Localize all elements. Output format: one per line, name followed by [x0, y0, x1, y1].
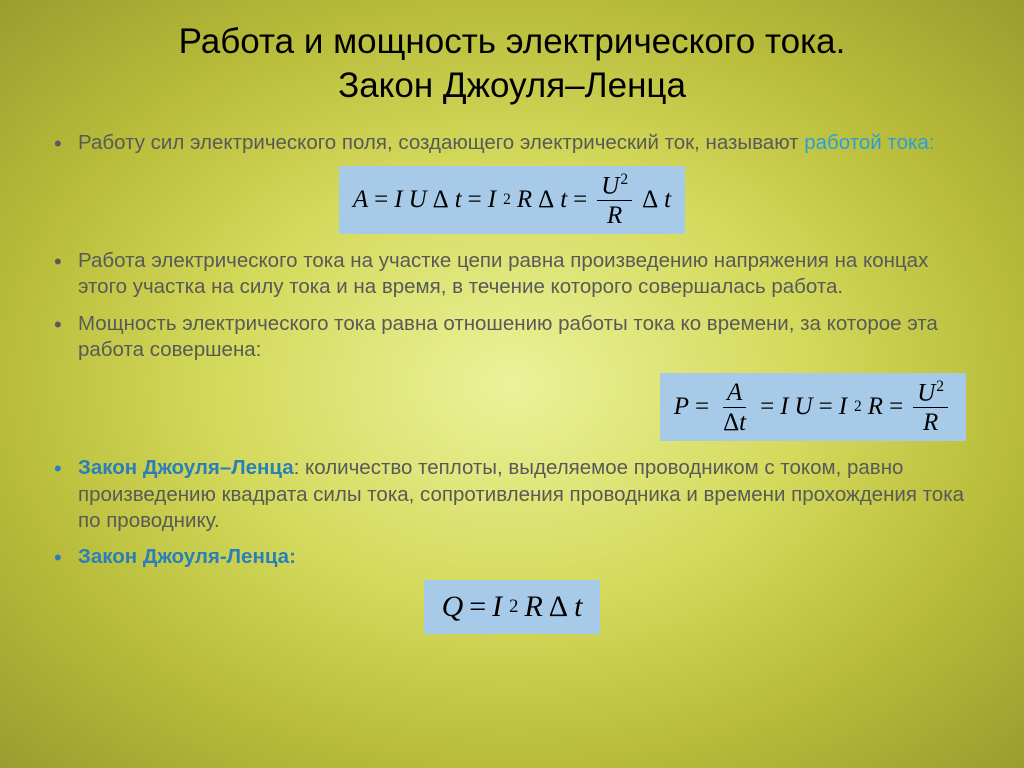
sym-R: R — [603, 201, 626, 228]
sym-U: U — [917, 379, 935, 406]
sym-delta: Δ — [642, 186, 658, 214]
sym-A: A — [723, 380, 746, 408]
sym-delta: Δ — [433, 186, 449, 214]
sym-delta: Δ — [723, 409, 739, 436]
bullet-list: Работу сил электрического поля, создающе… — [48, 130, 976, 635]
sym-eq: = — [573, 186, 587, 214]
sym-2: 2 — [503, 191, 511, 209]
sym-I: I — [780, 393, 788, 421]
fraction: U2 R — [597, 172, 632, 228]
formula-heat-wrap: Q = I2RΔt — [48, 580, 976, 634]
sym-I: I — [492, 590, 502, 624]
sym-delta: Δ — [538, 186, 554, 214]
sym-t: t — [664, 186, 671, 214]
sym-P: P — [674, 393, 689, 421]
sym-delta: Δ — [549, 590, 568, 624]
sym-R: R — [919, 408, 942, 435]
sym-2: 2 — [620, 171, 628, 188]
sym-I: I — [839, 393, 847, 421]
sym-t: t — [560, 186, 567, 214]
law-label: Закон Джоуля–Ленца — [78, 456, 294, 479]
formula-work-wrap: A = IUΔt = I2RΔt = U2 R Δt — [48, 166, 976, 234]
fraction: A Δt — [719, 380, 750, 435]
list-item: Закон Джоуля–Ленца: количество теплоты, … — [48, 455, 976, 534]
formula-power-wrap: P = A Δt = IU = I2R = U2 R — [48, 373, 976, 441]
sym-2: 2 — [854, 398, 862, 416]
sym-I: I — [488, 186, 496, 214]
sym-R: R — [868, 393, 883, 421]
sym-Q: Q — [442, 590, 464, 624]
highlight-text: работой тока: — [804, 131, 934, 154]
list-item: Работу сил электрического поля, создающе… — [48, 130, 976, 156]
sym-R: R — [524, 590, 542, 624]
sym-U: U — [601, 172, 619, 199]
law-label: Закон Джоуля-Ленца: — [78, 545, 296, 568]
sym-U: U — [795, 393, 813, 421]
text: Мощность электрического тока равна отнош… — [78, 312, 938, 361]
sym-I: I — [394, 186, 402, 214]
formula-heat: Q = I2RΔt — [424, 580, 601, 634]
list-item: Закон Джоуля-Ленца: — [48, 544, 976, 570]
formula-work: A = IUΔt = I2RΔt = U2 R Δt — [339, 166, 685, 234]
sym-R: R — [517, 186, 532, 214]
fraction: U2 R — [913, 379, 948, 435]
sym-t: t — [739, 409, 746, 436]
list-item: Работа электрического тока на участке це… — [48, 248, 976, 300]
sym-t: t — [455, 186, 462, 214]
slide-title: Работа и мощность электрического тока. З… — [48, 20, 976, 108]
sym-2: 2 — [936, 378, 944, 395]
slide: Работа и мощность электрического тока. З… — [0, 0, 1024, 768]
formula-power: P = A Δt = IU = I2R = U2 R — [660, 373, 966, 441]
list-item: Мощность электрического тока равна отнош… — [48, 311, 976, 363]
title-line-1: Работа и мощность электрического тока. — [179, 22, 846, 61]
sym-eq: = — [468, 186, 482, 214]
sym-A: A — [353, 186, 368, 214]
text: Работа электрического тока на участке це… — [78, 249, 928, 298]
sym-eq: = — [374, 186, 388, 214]
text: Работу сил электрического поля, создающе… — [78, 131, 804, 154]
sym-U: U — [409, 186, 427, 214]
sym-t: t — [574, 590, 582, 624]
title-line-2: Закон Джоуля–Ленца — [338, 66, 686, 105]
sym-2: 2 — [509, 596, 518, 618]
